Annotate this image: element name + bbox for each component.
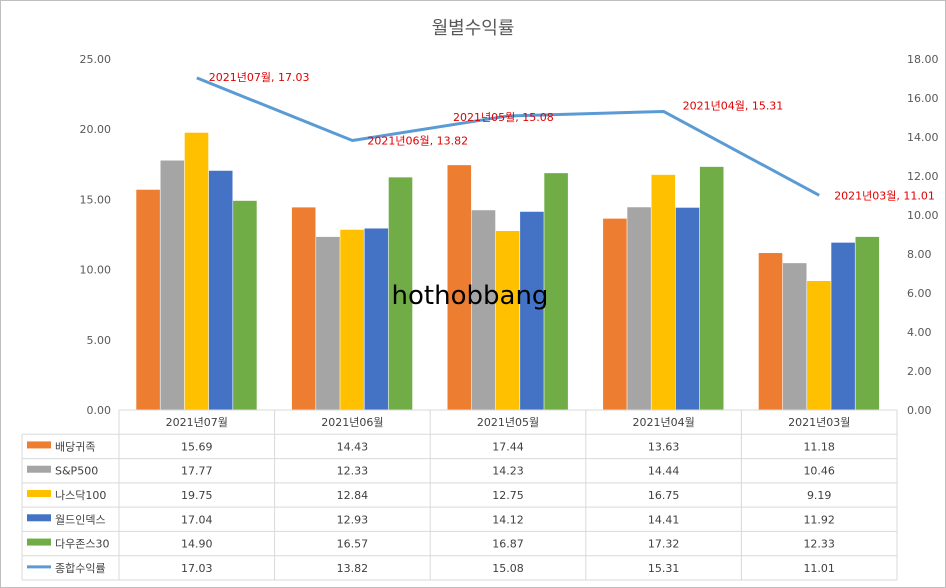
- y-left-tick-label: 10.00: [80, 264, 112, 277]
- y-left-tick-label: 5.00: [87, 334, 112, 347]
- series-line: [196, 76, 820, 197]
- data-label: 2021년05월, 15.08: [453, 111, 554, 124]
- data-label: 2021년07월, 17.03: [209, 71, 310, 84]
- table-cell: 14.12: [492, 513, 524, 526]
- bar: [699, 166, 724, 410]
- table-cell: 14.41: [648, 513, 680, 526]
- y-left-tick-label: 20.00: [80, 123, 112, 136]
- table-cell: 17.77: [181, 465, 213, 478]
- y-left-tick-label: 15.00: [80, 193, 112, 206]
- y-right-tick-label: 2.00: [907, 365, 932, 378]
- table-cell: 16.57: [337, 538, 369, 551]
- bar: [807, 280, 831, 410]
- y-left-tick-label: 0.00: [87, 404, 112, 417]
- bar: [758, 253, 783, 410]
- category-label: 2021년07월: [166, 416, 228, 429]
- table-cell: 12.84: [337, 489, 369, 502]
- table-cell: 11.92: [803, 513, 835, 526]
- bar: [184, 132, 209, 410]
- y-right-tick-label: 10.00: [907, 209, 939, 222]
- category-label: 2021년03월: [788, 416, 850, 429]
- table-cell: 14.23: [492, 465, 524, 478]
- bar: [544, 173, 568, 410]
- y-right-tick-label: 14.00: [907, 131, 939, 144]
- table-cell: 9.19: [807, 489, 832, 502]
- table-cell: 12.33: [337, 465, 369, 478]
- table-cell: 17.32: [648, 538, 680, 551]
- table-cell: 15.08: [492, 562, 524, 575]
- legend-label: 월드인덱스: [55, 513, 106, 526]
- table-cell: 13.82: [337, 562, 369, 575]
- legend-label: 다우존스30: [55, 538, 109, 551]
- bar: [233, 200, 257, 410]
- y-right-tick-label: 4.00: [907, 326, 932, 339]
- table-cell: 17.44: [492, 440, 524, 453]
- data-label: 2021년06월, 13.82: [367, 135, 468, 148]
- table-cell: 11.01: [803, 562, 835, 575]
- bar: [471, 210, 496, 410]
- bar: [520, 211, 544, 410]
- data-label: 2021년04월, 15.31: [683, 99, 784, 112]
- table-cell: 16.87: [492, 538, 524, 551]
- bar: [831, 242, 855, 410]
- y-right-tick-label: 6.00: [907, 287, 932, 300]
- table-cell: 16.75: [648, 489, 680, 502]
- table-cell: 15.69: [181, 440, 213, 453]
- bar: [388, 177, 413, 410]
- legend-key: [27, 465, 51, 473]
- bar: [603, 218, 627, 410]
- legend-label: 종합수익률: [55, 562, 106, 575]
- category-label: 2021년06월: [321, 416, 383, 429]
- table-cell: 15.31: [648, 562, 680, 575]
- legend-key: [27, 490, 51, 497]
- table-cell: 17.03: [181, 562, 213, 575]
- bar: [495, 230, 520, 410]
- plot-area: 0.00 5.00 10.00 15.00 20.00 25.00 0.00 2.00 4.00…: [21, 53, 939, 581]
- table-cell: 12.33: [803, 538, 835, 551]
- y-right-tick-label: 16.00: [907, 92, 939, 105]
- bar: [316, 236, 340, 410]
- table-cell: 17.04: [181, 513, 213, 526]
- legend-label: S&P500: [55, 465, 98, 478]
- y-left-tick-label: 25.00: [80, 53, 112, 66]
- bar: [651, 174, 676, 410]
- watermark-text: hothobbang: [392, 281, 549, 311]
- bar: [340, 229, 364, 410]
- bar: [208, 170, 233, 410]
- legend-label: 배당귀족: [55, 440, 95, 453]
- chart-title: 월별수익률: [432, 18, 515, 39]
- table-cell: 12.93: [337, 513, 369, 526]
- y-right-tick-label: 12.00: [907, 170, 939, 183]
- legend-key: [27, 441, 51, 449]
- bar: [855, 236, 880, 410]
- bar: [627, 207, 651, 410]
- data-label: 2021년03월, 11.01: [834, 189, 935, 202]
- bar: [447, 165, 472, 410]
- table-cell: 10.46: [803, 465, 835, 478]
- bar: [364, 228, 389, 410]
- category-label: 2021년04월: [632, 416, 694, 429]
- legend-key: [27, 538, 51, 546]
- legend-key: [27, 514, 51, 522]
- bar: [675, 207, 700, 410]
- table-cell: 11.18: [803, 440, 835, 453]
- y-right-tick-label: 0.00: [907, 404, 932, 417]
- table-cell: 14.90: [181, 538, 213, 551]
- y-right-tick-label: 18.00: [907, 53, 939, 66]
- category-label: 2021년05월: [477, 416, 539, 429]
- bar: [291, 207, 316, 410]
- bar: [136, 189, 160, 410]
- y-right-tick-label: 8.00: [907, 248, 932, 261]
- table-cell: 13.63: [648, 440, 680, 453]
- legend-label: 나스닥100: [55, 489, 106, 502]
- table-cell: 14.43: [337, 440, 369, 453]
- table-cell: 12.75: [492, 489, 524, 502]
- bar: [782, 263, 807, 410]
- table-cell: 19.75: [181, 489, 213, 502]
- bar: [160, 160, 185, 410]
- table-cell: 14.44: [648, 465, 680, 478]
